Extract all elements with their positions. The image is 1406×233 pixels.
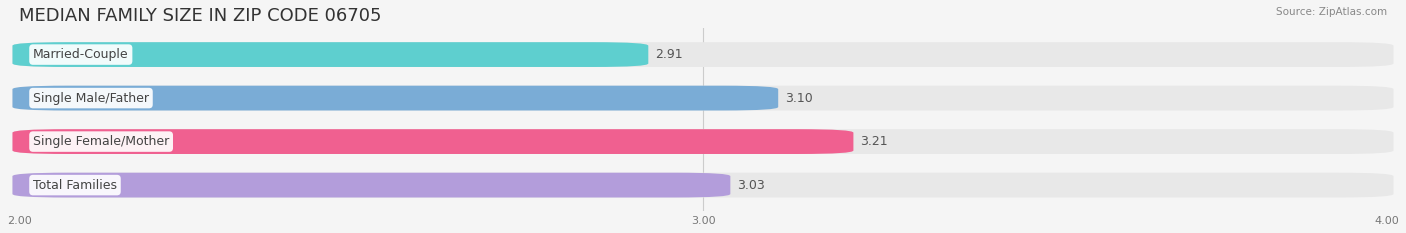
FancyBboxPatch shape bbox=[13, 86, 778, 110]
Text: Single Female/Mother: Single Female/Mother bbox=[32, 135, 169, 148]
FancyBboxPatch shape bbox=[13, 42, 648, 67]
FancyBboxPatch shape bbox=[13, 129, 1393, 154]
FancyBboxPatch shape bbox=[13, 173, 1393, 198]
Text: Total Families: Total Families bbox=[32, 178, 117, 192]
Text: Source: ZipAtlas.com: Source: ZipAtlas.com bbox=[1275, 7, 1386, 17]
FancyBboxPatch shape bbox=[13, 86, 1393, 110]
Text: 3.10: 3.10 bbox=[785, 92, 813, 105]
Text: MEDIAN FAMILY SIZE IN ZIP CODE 06705: MEDIAN FAMILY SIZE IN ZIP CODE 06705 bbox=[20, 7, 382, 24]
Text: 2.91: 2.91 bbox=[655, 48, 683, 61]
Text: 3.21: 3.21 bbox=[860, 135, 887, 148]
FancyBboxPatch shape bbox=[13, 42, 1393, 67]
Text: Married-Couple: Married-Couple bbox=[32, 48, 128, 61]
Text: 3.03: 3.03 bbox=[737, 178, 765, 192]
FancyBboxPatch shape bbox=[13, 173, 730, 198]
FancyBboxPatch shape bbox=[13, 129, 853, 154]
Text: Single Male/Father: Single Male/Father bbox=[32, 92, 149, 105]
